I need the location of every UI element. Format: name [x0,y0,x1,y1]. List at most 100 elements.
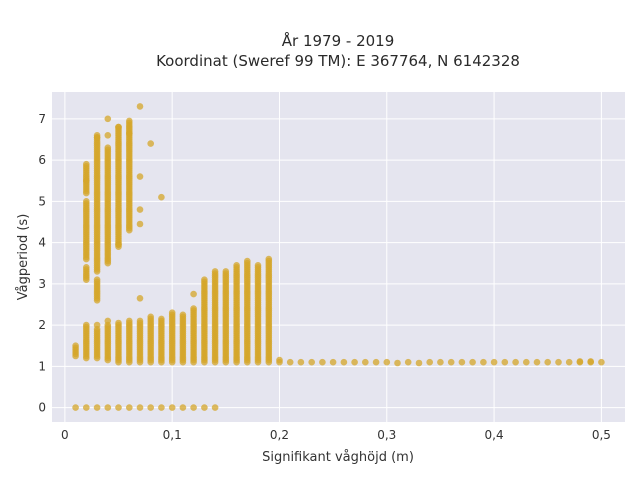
data-point [136,295,144,302]
data-point [136,404,144,411]
y-tick-label: 0 [38,401,46,415]
data-point [104,404,112,411]
data-point [190,290,197,298]
data-point [351,358,358,366]
data-point [265,255,273,263]
data-point [158,404,165,411]
x-tick-label: 0,2 [270,428,289,442]
data-point [115,404,122,411]
y-tick-label: 4 [38,236,46,250]
tick-labels: 0 0,1 0,2 0,3 0,4 0,5 0 1 2 3 4 5 6 7 [38,112,611,442]
data-point [598,358,605,366]
x-tick-label: 0,4 [485,428,504,442]
data-point [136,206,144,213]
data-point [308,358,316,366]
y-tick-label: 5 [38,194,46,208]
data-point [286,358,294,366]
data-point [93,404,101,411]
data-point [136,103,144,110]
data-point [383,358,391,366]
data-point [190,404,197,411]
data-point [469,358,476,366]
y-tick-label: 7 [38,112,46,126]
data-point [83,177,90,184]
data-point [168,404,176,411]
data-point [126,317,133,325]
data-point [362,358,369,366]
data-point [458,358,466,366]
data-point [544,358,551,366]
plot-area-background [52,92,625,422]
y-tick-label: 6 [38,153,46,167]
data-point [512,358,519,366]
data-point [83,198,90,205]
x-tick-label: 0,1 [163,428,182,442]
data-point [168,309,176,317]
data-point [179,311,187,319]
y-axis-title: Vågperiod (s) [16,214,31,301]
data-point [136,173,144,180]
y-tick-label: 3 [38,277,46,291]
data-point [244,257,251,265]
data-point [523,358,530,366]
data-point [297,358,305,366]
y-tick-label: 2 [38,318,46,332]
data-point [126,117,133,125]
x-tick-label: 0,5 [592,428,611,442]
data-point [329,358,337,366]
data-point [83,160,90,168]
data-point [104,144,112,151]
data-point [565,358,573,366]
data-point [83,404,90,411]
data-point [147,140,154,147]
data-point [340,358,348,366]
data-point [126,130,133,137]
data-point [404,358,412,366]
data-point [501,358,509,366]
data-point [394,359,401,367]
data-point [83,264,90,271]
data-point [72,342,79,350]
data-point [490,358,498,366]
data-point [201,404,208,411]
data-point [415,359,423,367]
data-point [179,404,187,411]
data-point [104,115,112,123]
data-point [437,358,444,366]
data-point [158,193,165,201]
data-point [136,220,144,228]
data-point [72,404,79,411]
data-point [93,134,101,141]
data-point [93,321,101,329]
chart-title: År 1979 - 2019 [282,31,395,50]
data-point [576,358,584,365]
chart-subtitle: Koordinat (Sweref 99 TM): E 367764, N 61… [156,52,520,70]
data-point [126,404,133,411]
x-tick-label: 0,3 [377,428,396,442]
data-point [276,356,283,364]
x-axis-title: Signifikant våghöjd (m) [262,450,414,465]
data-point [222,268,230,275]
data-point [480,358,487,366]
data-point [555,358,562,366]
y-tick-label: 1 [38,359,46,373]
data-point [104,317,112,325]
x-tick-label: 0 [61,428,69,442]
data-point [533,358,541,366]
data-point [115,123,122,131]
data-point [447,358,455,366]
data-point [158,315,165,323]
data-point [147,404,154,411]
data-point [211,268,219,275]
data-markers [72,103,605,411]
data-point [190,305,197,312]
data-point [83,321,90,329]
data-point [136,317,144,325]
data-point [319,358,326,366]
data-point [211,404,219,411]
data-point [426,358,434,366]
data-point [201,276,208,284]
data-point [587,358,594,365]
